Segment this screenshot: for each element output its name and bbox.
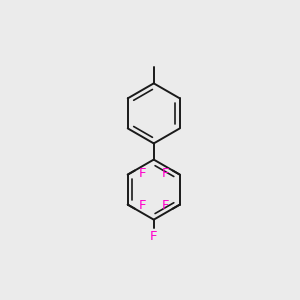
Text: F: F bbox=[162, 167, 169, 180]
Text: F: F bbox=[138, 199, 146, 212]
Text: F: F bbox=[150, 230, 158, 243]
Text: F: F bbox=[162, 199, 169, 212]
Text: F: F bbox=[138, 167, 146, 180]
